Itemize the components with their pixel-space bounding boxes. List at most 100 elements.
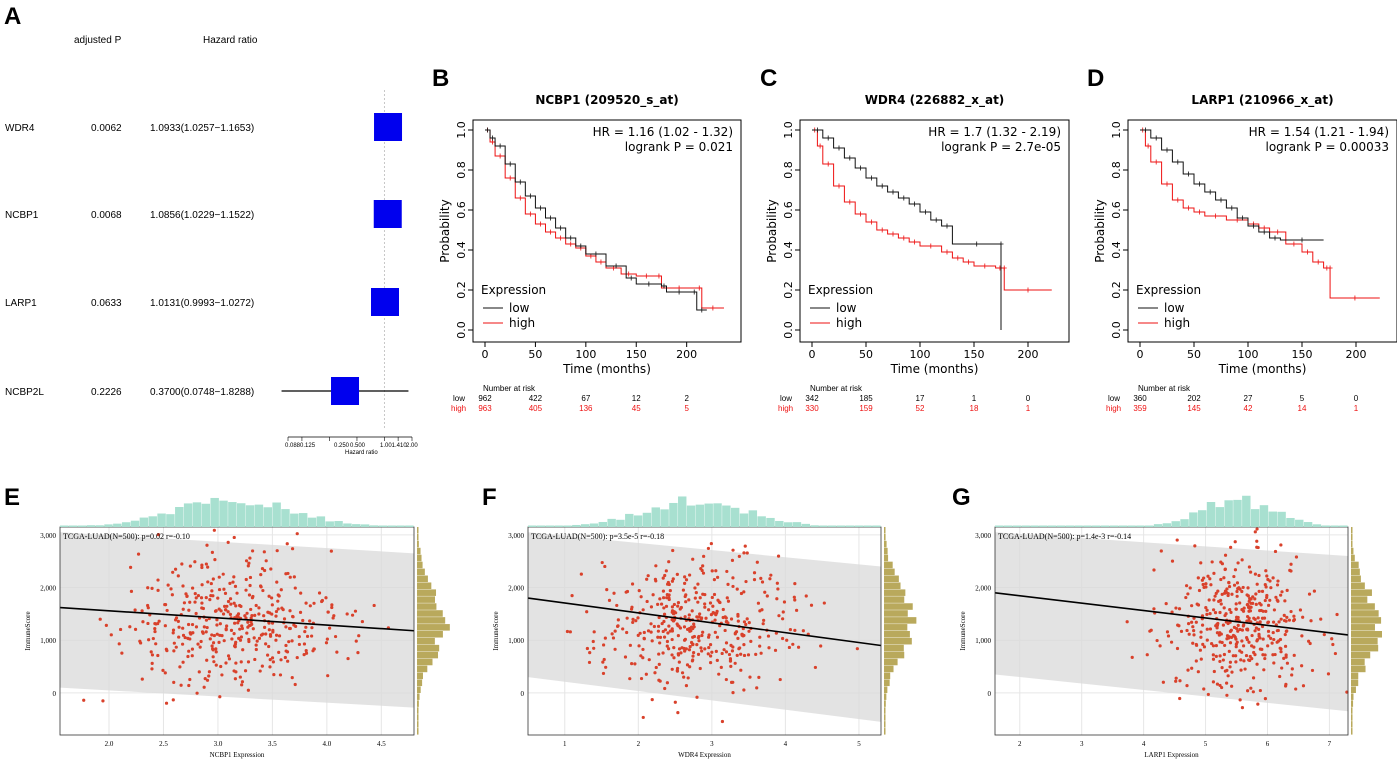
risk-count-high: 145 <box>1187 404 1201 413</box>
risk-count-low: 12 <box>632 394 641 403</box>
marginal-histogram-y-bar <box>884 644 904 652</box>
scatter-point <box>693 586 697 590</box>
marginal-histogram-x-bar <box>1277 511 1286 527</box>
scatter-point <box>676 652 680 656</box>
scatter-point <box>588 651 592 655</box>
km-censor-mark-high <box>836 183 842 189</box>
scatter-point <box>639 654 643 658</box>
scatter-point <box>267 594 271 598</box>
km-censor-mark-high <box>696 285 702 291</box>
scatter-point <box>758 609 762 613</box>
scatter-point <box>284 643 288 648</box>
scatter-point <box>1184 595 1188 600</box>
scatter-point <box>662 612 667 616</box>
km-censor-mark-high <box>1291 241 1297 247</box>
scatter-point <box>767 646 771 650</box>
scatter-point <box>744 579 748 584</box>
scatter-point <box>1218 654 1222 658</box>
scatter-y-axis-label: ImmuneScore <box>24 611 32 650</box>
scatter-point <box>1267 634 1271 638</box>
marginal-histogram-y-bar <box>884 665 894 673</box>
scatter-point <box>1200 578 1204 582</box>
scatter-point <box>795 608 799 612</box>
scatter-point <box>1191 641 1195 645</box>
scatter-point <box>1289 609 1293 614</box>
scatter-point <box>233 584 238 588</box>
scatter-point <box>288 609 292 613</box>
scatter-point <box>270 596 274 600</box>
scatter-point <box>763 590 767 594</box>
scatter-point <box>290 547 295 551</box>
scatter-point <box>1205 627 1209 631</box>
risk-count-high: 405 <box>529 404 543 413</box>
scatter-point <box>645 577 649 581</box>
scatter-point <box>246 620 250 624</box>
scatter-point <box>1258 647 1262 651</box>
scatter-point <box>181 660 185 664</box>
scatter-point <box>688 573 692 577</box>
km-censor-mark-low <box>998 241 1004 247</box>
scatter-point <box>759 651 763 655</box>
scatter-point <box>1283 633 1287 637</box>
scatter-point <box>673 700 677 704</box>
marginal-histogram-x-bar <box>343 523 352 527</box>
km-censor-mark-high <box>558 235 564 241</box>
scatter-point <box>623 655 628 659</box>
marginal-histogram-y-bar <box>884 624 908 631</box>
scatter-point <box>1208 627 1213 631</box>
km-censor-mark-low <box>858 165 864 171</box>
km-censor-mark-high <box>955 255 961 261</box>
scatter-point <box>196 594 201 598</box>
scatter-point <box>184 592 188 596</box>
scatter-point <box>360 619 365 624</box>
marginal-histogram-x-bar <box>1021 525 1030 527</box>
km-censor-mark-low <box>974 241 980 247</box>
scatter-point <box>731 576 735 580</box>
scatter-point <box>602 657 606 662</box>
scatter-point <box>801 629 805 633</box>
scatter-point <box>621 627 625 631</box>
km-hr-label: HR = 1.54 (1.21 - 1.94) <box>1249 125 1389 139</box>
scatter-point <box>698 596 702 600</box>
scatter-annotation: TCGA-LUAD(N=500): p=1.4e-3 r=-0.14 <box>998 532 1131 541</box>
km-censor-mark-high <box>527 211 533 217</box>
marginal-histogram-x-bar <box>536 525 546 527</box>
scatter-point <box>246 660 251 664</box>
scatter-point <box>1285 661 1290 665</box>
scatter-y-axis-label: ImmuneScore <box>959 611 967 650</box>
scatter-point <box>697 615 701 619</box>
scatter-point <box>212 633 216 638</box>
scatter-point <box>279 658 283 662</box>
scatter-point <box>792 595 796 599</box>
marginal-histogram-y-bar <box>417 631 443 638</box>
km-censor-mark-high <box>1025 287 1031 293</box>
scatter-point <box>731 584 735 589</box>
scatter-point <box>668 589 672 593</box>
scatter-point <box>208 637 212 641</box>
km-curve-low <box>812 129 1002 330</box>
scatter-point <box>725 619 729 624</box>
km-censor-mark-low <box>1261 229 1267 235</box>
km-censor-mark-low <box>814 127 820 133</box>
scatter-point <box>625 630 629 635</box>
scatter-point <box>1255 582 1259 586</box>
scatter-point <box>1248 597 1252 601</box>
scatter-point <box>658 597 662 601</box>
scatter-point <box>274 609 279 614</box>
scatter-point <box>675 666 680 671</box>
marginal-histogram-y-bar <box>1351 637 1378 645</box>
risk-row-label-low: low <box>453 394 465 403</box>
scatter-point <box>210 589 214 593</box>
scatter-point <box>164 701 169 705</box>
scatter-point <box>724 616 728 620</box>
marginal-histogram-y-bar <box>1351 707 1353 714</box>
scatter-point <box>224 627 228 631</box>
scatter-x-tick-label: 4 <box>1142 740 1146 748</box>
scatter-point <box>748 675 752 679</box>
forest-hr-text: 1.0933(1.0257−1.1653) <box>150 123 254 134</box>
scatter-point <box>628 677 632 681</box>
marginal-histogram-x-bar <box>1259 505 1269 527</box>
scatter-point <box>276 599 280 603</box>
panel-letter-c: C <box>760 65 777 92</box>
scatter-point <box>615 624 620 628</box>
